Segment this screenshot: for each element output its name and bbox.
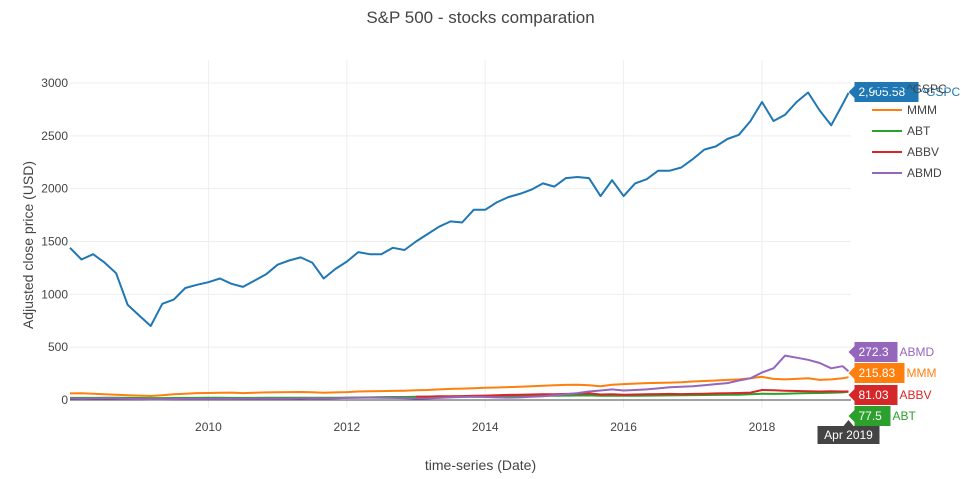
x-axis-ticks: 2010 2012 2014 2016 2018	[195, 420, 776, 434]
legend-item-abmd[interactable]: ABMD	[872, 162, 947, 183]
hover-label-series: ABBV	[900, 388, 932, 402]
y-axis-title: Adjusted close price (USD)	[20, 160, 36, 330]
series-line-abmd[interactable]	[69, 354, 850, 401]
legend-label-abt: ABT	[907, 123, 931, 138]
hover-label-box	[848, 406, 891, 426]
grid	[70, 60, 851, 408]
hover-label-box	[848, 82, 919, 102]
hover-label-mmm: 215.83 MMM	[848, 363, 937, 383]
hover-label-abt: 77.5 ABT	[848, 406, 917, 426]
legend-label-gspc: ^GSPC	[907, 81, 947, 96]
x-tick-label: 2014	[472, 420, 499, 434]
legend-swatch-abbv	[872, 150, 902, 153]
hover-label-value: 215.83	[859, 366, 896, 380]
hover-label-gspc: 2,905.58 ^GSPC	[848, 82, 961, 102]
hover-label-abmd: 272.3 ABMD	[848, 342, 935, 362]
hover-label-value: 81.03	[859, 388, 889, 402]
x-axis-title: time-series (Date)	[424, 457, 537, 473]
y-tick-label: 1500	[41, 235, 68, 249]
y-tick-label: 500	[48, 340, 68, 354]
x-tick-label: 2018	[749, 420, 776, 434]
hover-x-label-text: Apr 2019	[824, 428, 873, 442]
legend-item-mmm[interactable]: MMM	[872, 99, 947, 120]
hover-label-box	[848, 385, 898, 405]
hover-label-series: ABMD	[900, 345, 935, 359]
series-line-mmm[interactable]	[69, 375, 849, 397]
hover-x-label: Apr 2019	[817, 420, 880, 444]
legend-label-abmd: ABMD	[907, 165, 942, 180]
legend-item-abt[interactable]: ABT	[872, 120, 947, 141]
y-tick-label: 2500	[41, 129, 68, 143]
hover-label-box	[848, 342, 898, 362]
series-line-gspc[interactable]	[69, 91, 850, 327]
hover-labels: 2,905.58 ^GSPC 272.3 ABMD 215.83 MMM 81.03 ABBV…	[817, 82, 961, 444]
legend-item-gspc[interactable]: ^GSPC	[872, 78, 947, 99]
hover-label-value: 272.3	[859, 345, 889, 359]
legend-swatch-gspc	[872, 87, 902, 90]
legend-label-mmm: MMM	[907, 102, 937, 117]
y-tick-label: 0	[61, 393, 68, 407]
legend-swatch-abmd	[872, 171, 902, 174]
legend: ^GSPC MMM ABT ABBV ABMD	[872, 78, 947, 183]
legend-item-abbv[interactable]: ABBV	[872, 141, 947, 162]
legend-swatch-abt	[872, 129, 902, 132]
series-lines	[69, 91, 850, 401]
x-tick-label: 2012	[333, 420, 360, 434]
hover-label-series: ^GSPC	[921, 85, 961, 99]
x-tick-label: 2016	[610, 420, 637, 434]
y-tick-label: 1000	[41, 287, 68, 301]
hover-x-label-box	[817, 420, 880, 444]
y-axis-ticks: 0 500 1000 1500 2000 2500 3000	[41, 76, 68, 407]
y-tick-label: 2000	[41, 182, 68, 196]
x-tick-label: 2010	[195, 420, 222, 434]
chart-title: S&P 500 - stocks comparation	[366, 8, 595, 27]
hover-label-series: ABT	[893, 409, 917, 423]
series-line-abbv[interactable]	[415, 389, 849, 398]
legend-swatch-mmm	[872, 108, 902, 111]
hover-label-box	[848, 363, 905, 383]
y-tick-label: 3000	[41, 76, 68, 90]
hover-label-abbv: 81.03 ABBV	[848, 385, 932, 405]
hover-label-series: MMM	[907, 366, 937, 380]
hover-label-value: 77.5	[859, 409, 883, 423]
legend-label-abbv: ABBV	[907, 144, 940, 159]
